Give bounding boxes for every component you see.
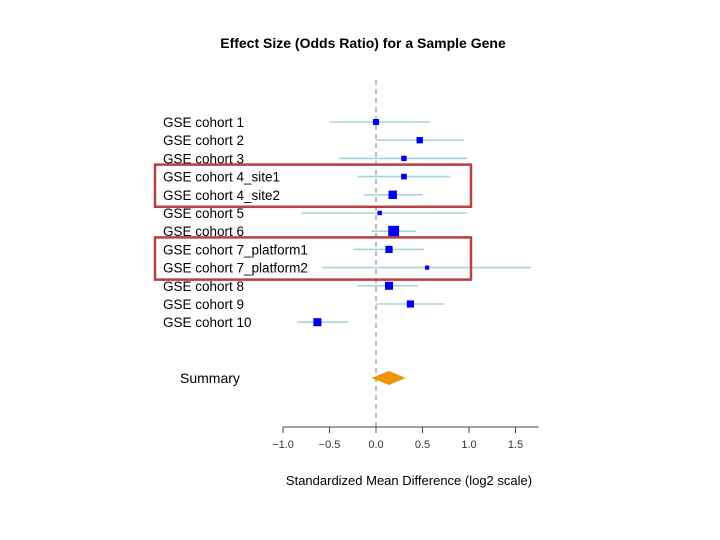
highlight-box	[153, 236, 473, 281]
study-label: GSE cohort 8	[163, 279, 244, 294]
x-axis-tick-label: 0.5	[415, 439, 430, 451]
study-point	[385, 281, 394, 290]
study-label: GSE cohort 4_site2	[163, 188, 280, 203]
x-axis-tick-label: 1.0	[461, 439, 476, 451]
plot-area: GSE cohort 1 GSE cohort 2 GSE cohort 3 GSE …	[153, 80, 539, 451]
study-label: GSE cohort 2	[163, 133, 244, 148]
study-label: GSE cohort 4_site1	[163, 170, 280, 185]
study-label: GSE cohort 7_platform2	[163, 261, 308, 276]
study-label: GSE cohort 6	[163, 224, 244, 239]
x-axis-tick-label: 0.0	[368, 439, 383, 451]
x-axis-title: Standardized Mean Difference (log2 scale…	[286, 473, 532, 488]
chart-title: Effect Size (Odds Ratio) for a Sample Ge…	[220, 35, 506, 51]
summary-label: Summary	[180, 370, 240, 386]
study-point	[388, 225, 400, 237]
study-label: GSE cohort 9	[163, 297, 244, 312]
study-point	[388, 190, 397, 199]
study-label: GSE cohort 5	[163, 206, 244, 221]
study-point	[373, 119, 379, 125]
study-point	[313, 318, 322, 327]
study-label: GSE cohort 7_platform1	[163, 242, 308, 257]
study-point	[401, 155, 407, 162]
x-axis-tick-label: 1.5	[508, 439, 523, 451]
study-point	[377, 210, 382, 216]
study-point	[385, 245, 393, 253]
x-axis-tick-label: −0.5	[319, 439, 341, 451]
study-point	[401, 173, 407, 180]
study-label: GSE cohort 3	[163, 151, 244, 166]
study-point	[416, 137, 423, 144]
study-point	[425, 265, 430, 270]
highlight-box	[153, 163, 473, 209]
study-label: GSE cohort 1	[163, 115, 244, 130]
x-axis-tick-label: −1.0	[272, 439, 294, 451]
study-point	[406, 300, 415, 308]
summary-diamond	[371, 371, 406, 385]
study-label: GSE cohort 10	[163, 315, 252, 330]
